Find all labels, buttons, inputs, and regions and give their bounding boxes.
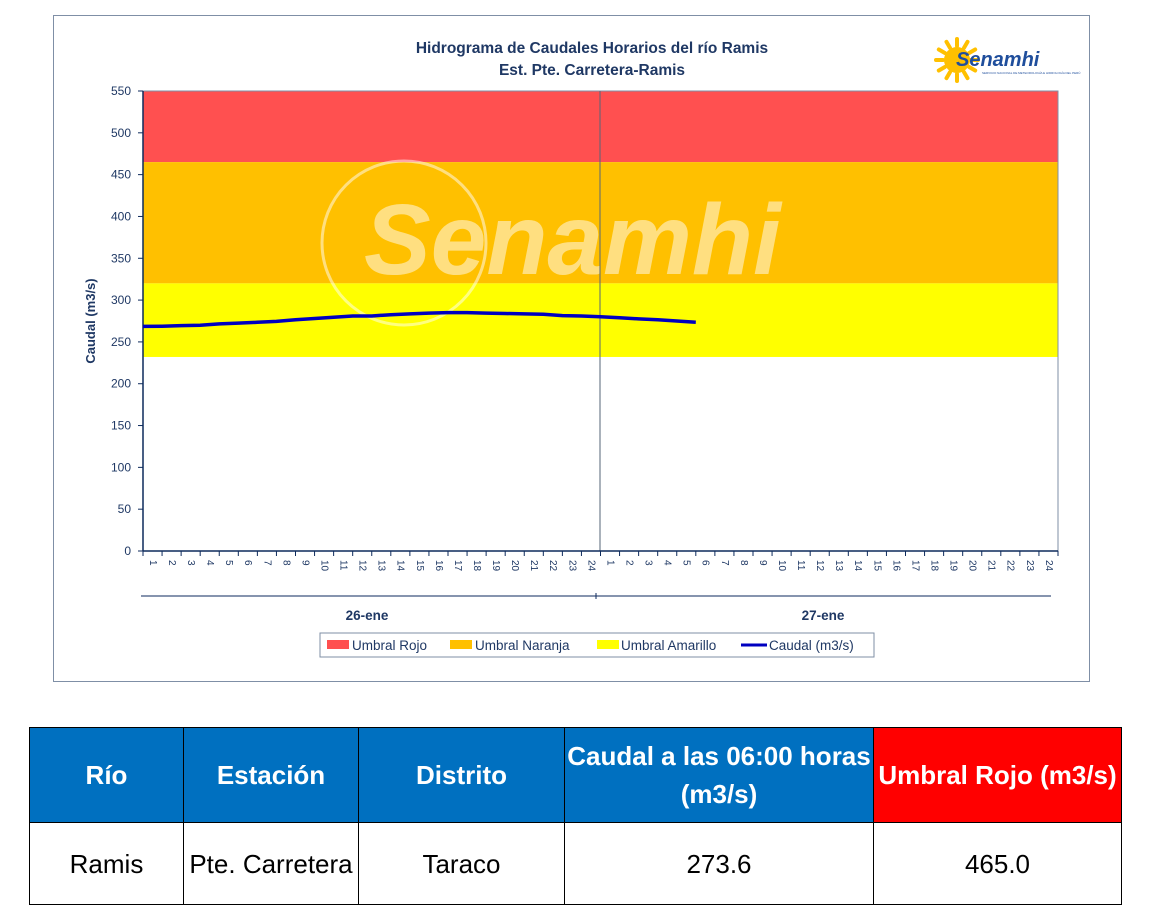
x-axis-ticks: 1 2 3 4 5 6 7 8 9 10 11 12 13 14 15 16 17 18 19 20 21 22 23 24 1…	[142, 551, 1059, 572]
series-line-caudal	[142, 310, 696, 329]
x-tick-label: 22	[547, 560, 558, 572]
watermark-text: Senamhi	[364, 184, 783, 296]
x-tick-label: 5	[223, 560, 234, 566]
legend-label-amarillo: Umbral Amarillo	[621, 638, 716, 653]
x-tick-label: 7	[261, 560, 272, 566]
x-tick-label: 15	[414, 560, 425, 572]
x-tick-label: 1	[147, 560, 158, 566]
x-tick-label: 4	[204, 560, 215, 566]
y-tick-label: 300	[111, 293, 131, 307]
table-row: Ramis Pte. Carretera Taraco 273.6 465.0	[29, 822, 1122, 905]
x-tick-label: 23	[566, 560, 577, 572]
logo-text: Senamhi	[956, 49, 1040, 71]
x-tick-label: 5	[681, 560, 692, 566]
x-tick-label: 19	[490, 560, 501, 572]
legend-swatch-rojo	[327, 640, 349, 649]
y-axis-label: Caudal (m3/s)	[83, 278, 98, 363]
header-rio: Río	[29, 727, 184, 823]
header-distrito: Distrito	[358, 727, 565, 823]
chart-title: Hidrograma de Caudales Horarios del río …	[416, 40, 768, 57]
x-tick-label: 24	[1043, 560, 1054, 572]
station-summary-table: Río Estación Distrito Caudal a las 06:00…	[29, 727, 1122, 905]
x-tick-label: 12	[814, 560, 825, 572]
x-tick-label: 21	[986, 560, 997, 572]
x-tick-label: 19	[948, 560, 959, 572]
y-tick-label: 150	[111, 419, 131, 433]
x-tick-label: 10	[318, 560, 329, 572]
x-tick-label: 20	[967, 560, 978, 572]
x-tick-label: 12	[357, 560, 368, 572]
x-tick-label: 8	[738, 560, 749, 566]
x-tick-label: 11	[795, 560, 806, 571]
y-tick-label: 250	[111, 335, 131, 349]
legend-swatch-amarillo	[597, 640, 619, 649]
x-tick-label: 6	[700, 560, 711, 566]
x-tick-label: 17	[452, 560, 463, 572]
y-tick-label: 50	[118, 502, 132, 516]
senamhi-watermark: Senamhi	[320, 159, 783, 327]
y-tick-label: 400	[111, 209, 131, 223]
y-axis-ticks: 0 50 100 150 200 250 300 350 400 450 500 550	[111, 84, 143, 558]
y-tick-label: 350	[111, 251, 131, 265]
chart-subtitle: Est. Pte. Carretera-Ramis	[499, 62, 685, 79]
x-tick-label: 21	[528, 560, 539, 572]
x-tick-label: 13	[833, 560, 844, 572]
x-tick-label: 18	[928, 560, 939, 572]
x-tick-label: 17	[909, 560, 920, 572]
x-tick-label: 22	[1005, 560, 1016, 572]
x-tick-label: 6	[242, 560, 253, 566]
x-tick-label: 2	[623, 560, 634, 566]
cell-caudal: 273.6	[564, 822, 874, 905]
x-tick-label: 14	[395, 560, 406, 572]
cell-estacion: Pte. Carretera	[183, 822, 359, 905]
legend-swatch-naranja	[450, 640, 472, 649]
x-tick-label: 23	[1024, 560, 1035, 572]
y-tick-label: 200	[111, 377, 131, 391]
x-tick-label: 10	[776, 560, 787, 572]
y-tick-label: 0	[124, 544, 131, 558]
cell-distrito: Taraco	[358, 822, 565, 905]
x-tick-label: 1	[604, 560, 615, 566]
legend-label-rojo: Umbral Rojo	[352, 638, 427, 653]
y-tick-label: 550	[111, 84, 131, 98]
header-umbral-rojo: Umbral Rojo (m3/s)	[873, 727, 1122, 823]
x-tick-label: 2	[166, 560, 177, 566]
x-tick-label: 4	[662, 560, 673, 566]
x-tick-label: 13	[376, 560, 387, 572]
cell-rio: Ramis	[29, 822, 184, 905]
hydrograph-chart: Senamhi 05010015020025030035040045050055…	[83, 37, 1080, 658]
table-header-row: Río Estación Distrito Caudal a las 06:00…	[29, 727, 1122, 823]
header-estacion: Estación	[183, 727, 359, 823]
y-tick-label: 500	[111, 126, 131, 140]
y-tick-label: 450	[111, 168, 131, 182]
logo-small-text: SERVICIO NACIONAL DE METEOROLOGÍA E HIDR…	[982, 70, 1080, 75]
watermark-sun-icon	[320, 159, 488, 327]
x-tick-label: 8	[280, 560, 291, 566]
x-tick-label: 3	[643, 560, 654, 566]
day-label-26-ene: 26-ene	[346, 608, 389, 623]
x-tick-label: 11	[338, 560, 349, 571]
x-tick-label: 16	[890, 560, 901, 572]
legend-label-caudal: Caudal (m3/s)	[769, 638, 854, 653]
x-tick-label: 18	[471, 560, 482, 572]
cell-umbral-rojo: 465.0	[873, 822, 1122, 905]
x-tick-label: 9	[757, 560, 768, 566]
x-tick-label: 14	[852, 560, 863, 572]
x-tick-label: 16	[433, 560, 444, 572]
x-tick-label: 20	[509, 560, 520, 572]
x-tick-label: 9	[299, 560, 310, 566]
senamhi-logo: Senamhi SERVICIO NACIONAL DE METEOROLOGÍ…	[934, 37, 1080, 83]
x-tick-label: 3	[185, 560, 196, 566]
chart-frame: Senamhi 0 50 100 150 200 250 300 350 400 450 500 55…	[53, 15, 1090, 682]
y-tick-label: 100	[111, 460, 131, 474]
chart-legend: Umbral Rojo Umbral Naranja Umbral Amaril…	[319, 632, 875, 658]
legend-label-naranja: Umbral Naranja	[475, 638, 570, 653]
header-caudal: Caudal a las 06:00 horas (m3/s)	[564, 727, 874, 823]
x-tick-label: 15	[871, 560, 882, 572]
sun-icon	[934, 37, 980, 83]
day-label-27-ene: 27-ene	[802, 608, 845, 623]
x-tick-label: 24	[585, 560, 596, 572]
x-tick-label: 7	[719, 560, 730, 566]
